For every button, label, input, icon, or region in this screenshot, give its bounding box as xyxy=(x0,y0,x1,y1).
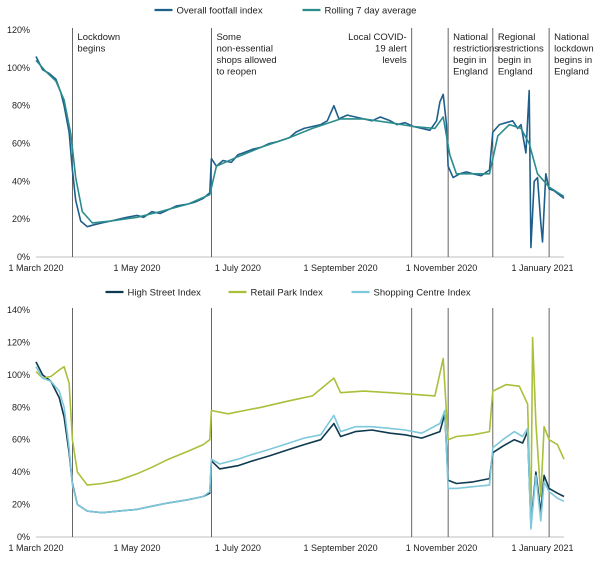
legend-item-high-street-index: High Street Index xyxy=(105,288,202,299)
x-tick-label: 1 March 2020 xyxy=(8,263,63,273)
x-tick-label: 1 January 2021 xyxy=(511,543,573,553)
location-footfall-chart: High Street Index Retail Park Index Shoppi… xyxy=(7,288,574,554)
annotation-line: Local COVID- xyxy=(348,32,407,43)
y-tick-label: 20% xyxy=(12,500,30,510)
annotation-line: 19 alert xyxy=(375,44,407,55)
annotation-line: shops allowed xyxy=(216,55,276,66)
x-tick-label: 1 September 2020 xyxy=(304,263,378,273)
annotation-line: restrictions xyxy=(453,44,499,55)
annotation-line: England xyxy=(498,67,533,78)
y-tick-label: 40% xyxy=(12,176,30,186)
annotation-line: begins xyxy=(77,44,105,55)
legend-item-overall-footfall-index: Overall footfall index xyxy=(154,6,263,17)
annotation-line: to reopen xyxy=(216,67,256,78)
y-tick-label: 20% xyxy=(12,214,30,224)
x-tick-label: 1 July 2020 xyxy=(215,543,261,553)
legend-item-retail-park-index: Retail Park Index xyxy=(228,288,324,299)
legend-label: Overall footfall index xyxy=(177,6,263,17)
y-tick-label: 40% xyxy=(12,467,30,477)
series-line-rolling-7-day-average xyxy=(35,59,565,224)
y-tick-label: 120% xyxy=(7,337,30,347)
y-tick-label: 80% xyxy=(12,402,30,412)
x-tick-label: 1 November 2020 xyxy=(406,263,478,273)
y-tick-label: 0% xyxy=(17,252,30,262)
annotation-line: non-essential xyxy=(216,44,273,55)
legend-label: Rolling 7 day average xyxy=(325,6,417,17)
x-tick-label: 1 November 2020 xyxy=(406,543,478,553)
annotation-line: National xyxy=(453,32,488,43)
legend-item-rolling-7-day-average: Rolling 7 day average xyxy=(302,6,417,17)
y-tick-label: 80% xyxy=(12,101,30,111)
y-tick-label: 100% xyxy=(7,63,30,73)
y-tick-label: 60% xyxy=(12,435,30,445)
x-tick-label: 1 May 2020 xyxy=(113,543,160,553)
event-annotation-some: Some non-essential shops allowed to reopen xyxy=(216,32,276,78)
event-annotation-local-covid: Local COVID-19 alert levels xyxy=(348,32,407,66)
series-line-shopping-centre-index xyxy=(35,366,565,530)
event-annotation-lockdown: Lockdown begins xyxy=(77,32,120,55)
series-line-high-street-index xyxy=(35,361,565,525)
annotation-line: Lockdown xyxy=(77,32,120,43)
x-tick-label: 1 May 2020 xyxy=(113,263,160,273)
x-tick-label: 1 July 2020 xyxy=(215,263,261,273)
series-line-overall-footfall-index xyxy=(35,56,565,249)
x-tick-label: 1 March 2020 xyxy=(8,543,63,553)
annotation-line: Some xyxy=(216,32,241,43)
legend-item-shopping-centre-index: Shopping Centre Index xyxy=(351,288,471,299)
annotation-line: Regional xyxy=(498,32,536,43)
x-tick-label: 1 September 2020 xyxy=(304,543,378,553)
y-tick-label: 0% xyxy=(17,532,30,542)
overall-footfall-chart: Overall footfall index Rolling 7 day aver… xyxy=(7,6,594,274)
series-line-retail-park-index xyxy=(35,336,565,522)
annotation-line: restrictions xyxy=(498,44,544,55)
annotation-line: lockdown xyxy=(554,44,594,55)
annotation-line: England xyxy=(453,67,488,78)
y-tick-label: 140% xyxy=(7,305,30,315)
event-annotation-national: National lockdown begins in England xyxy=(554,32,594,78)
annotation-line: England xyxy=(554,67,589,78)
annotation-line: levels xyxy=(382,55,407,66)
annotation-line: begin in xyxy=(453,55,486,66)
y-tick-label: 120% xyxy=(7,25,30,35)
legend-label: High Street Index xyxy=(128,288,202,299)
annotation-line: National xyxy=(554,32,589,43)
event-annotation-national: National restrictions begin in England xyxy=(453,32,499,78)
event-annotation-regional: Regional restrictions begin in England xyxy=(498,32,544,78)
y-tick-label: 60% xyxy=(12,139,30,149)
y-tick-label: 100% xyxy=(7,370,30,380)
x-tick-label: 1 January 2021 xyxy=(511,263,573,273)
legend-label: Shopping Centre Index xyxy=(374,288,471,299)
legend-label: Retail Park Index xyxy=(251,288,324,299)
annotation-line: begins in xyxy=(554,55,592,66)
annotation-line: begin in xyxy=(498,55,531,66)
